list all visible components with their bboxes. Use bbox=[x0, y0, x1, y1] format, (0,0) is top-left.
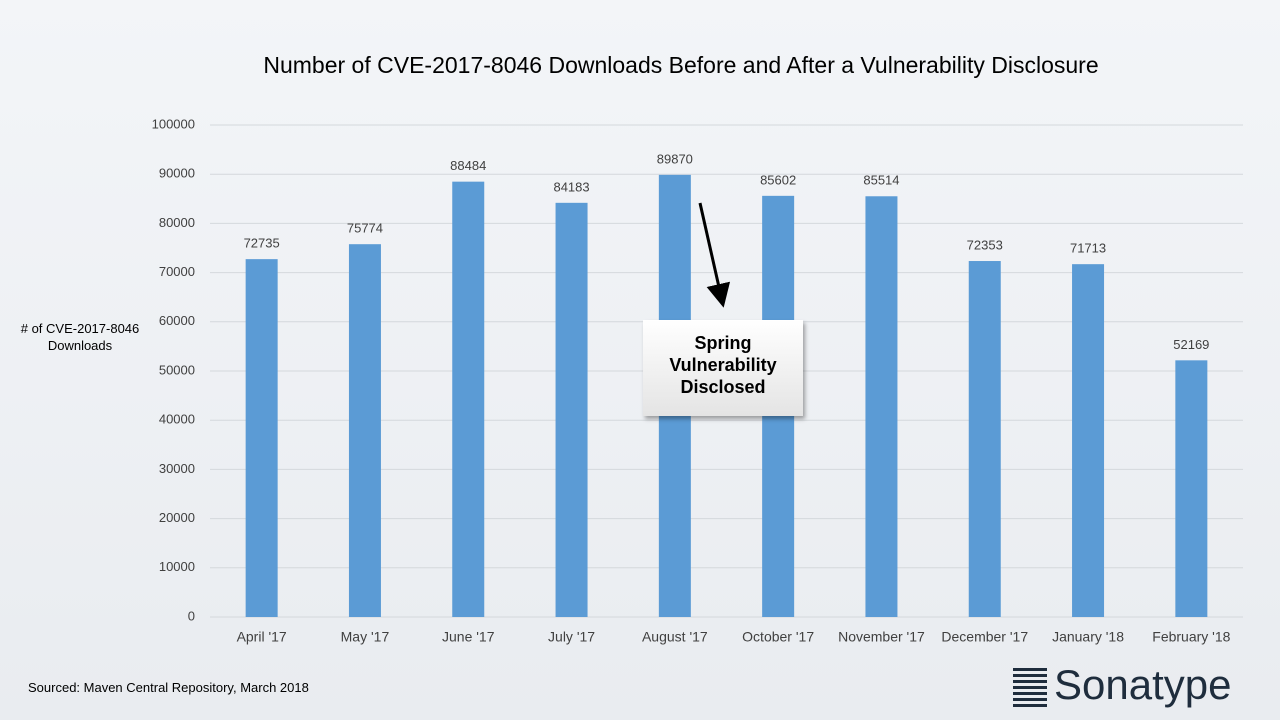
x-tick-label: April '17 bbox=[237, 629, 287, 645]
value-label: 89870 bbox=[657, 151, 693, 166]
y-tick-label: 90000 bbox=[159, 166, 195, 181]
y-tick-label: 20000 bbox=[159, 510, 195, 525]
y-tick-label: 80000 bbox=[159, 215, 195, 230]
annotation: Spring Vulnerability Disclosed bbox=[643, 320, 803, 416]
value-label: 72735 bbox=[244, 236, 280, 251]
bar bbox=[1072, 264, 1105, 617]
x-tick-label: November '17 bbox=[838, 629, 925, 645]
y-tick-label: 60000 bbox=[159, 313, 195, 328]
bar bbox=[245, 259, 278, 617]
value-label: 71713 bbox=[1070, 241, 1106, 256]
value-label: 72353 bbox=[967, 237, 1003, 252]
logo-text: Sonatype bbox=[1054, 661, 1231, 708]
y-tick-label: 50000 bbox=[159, 362, 195, 377]
value-label: 88484 bbox=[450, 158, 486, 173]
y-tick-label: 100000 bbox=[152, 116, 195, 131]
x-tick-label: June '17 bbox=[442, 629, 495, 645]
y-tick-label: 30000 bbox=[159, 461, 195, 476]
y-tick-label: 40000 bbox=[159, 412, 195, 427]
x-tick-label: December '17 bbox=[941, 629, 1028, 645]
bar bbox=[555, 202, 588, 617]
bar bbox=[968, 261, 1001, 617]
x-tick-label: October '17 bbox=[742, 629, 814, 645]
value-label: 75774 bbox=[347, 221, 383, 236]
chart-title: Number of CVE-2017-8046 Downloads Before… bbox=[263, 52, 1098, 78]
value-label: 85514 bbox=[863, 173, 899, 188]
bar bbox=[348, 244, 381, 617]
bar bbox=[452, 181, 485, 617]
x-tick-label: February '18 bbox=[1152, 629, 1230, 645]
y-tick-label: 10000 bbox=[159, 559, 195, 574]
value-label: 84183 bbox=[553, 179, 589, 194]
y-tick-label: 0 bbox=[188, 608, 195, 623]
x-tick-label: May '17 bbox=[341, 629, 390, 645]
bar bbox=[865, 196, 898, 617]
source-note: Sourced: Maven Central Repository, March… bbox=[28, 680, 309, 695]
x-tick-label: August '17 bbox=[642, 629, 708, 645]
value-label: 52169 bbox=[1173, 337, 1209, 352]
logo-icon bbox=[1013, 668, 1047, 707]
value-label: 85602 bbox=[760, 172, 796, 187]
x-tick-label: July '17 bbox=[548, 629, 595, 645]
bar bbox=[1175, 360, 1208, 617]
annotation-arrow bbox=[698, 202, 731, 308]
x-tick-label: January '18 bbox=[1052, 629, 1124, 645]
y-axis-label: # of CVE-2017-8046 Downloads bbox=[20, 321, 140, 353]
y-tick-label: 70000 bbox=[159, 264, 195, 279]
